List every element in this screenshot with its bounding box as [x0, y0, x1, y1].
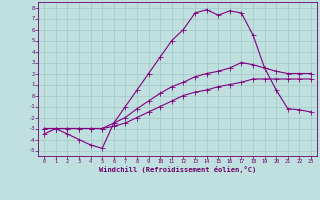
X-axis label: Windchill (Refroidissement éolien,°C): Windchill (Refroidissement éolien,°C): [99, 166, 256, 173]
